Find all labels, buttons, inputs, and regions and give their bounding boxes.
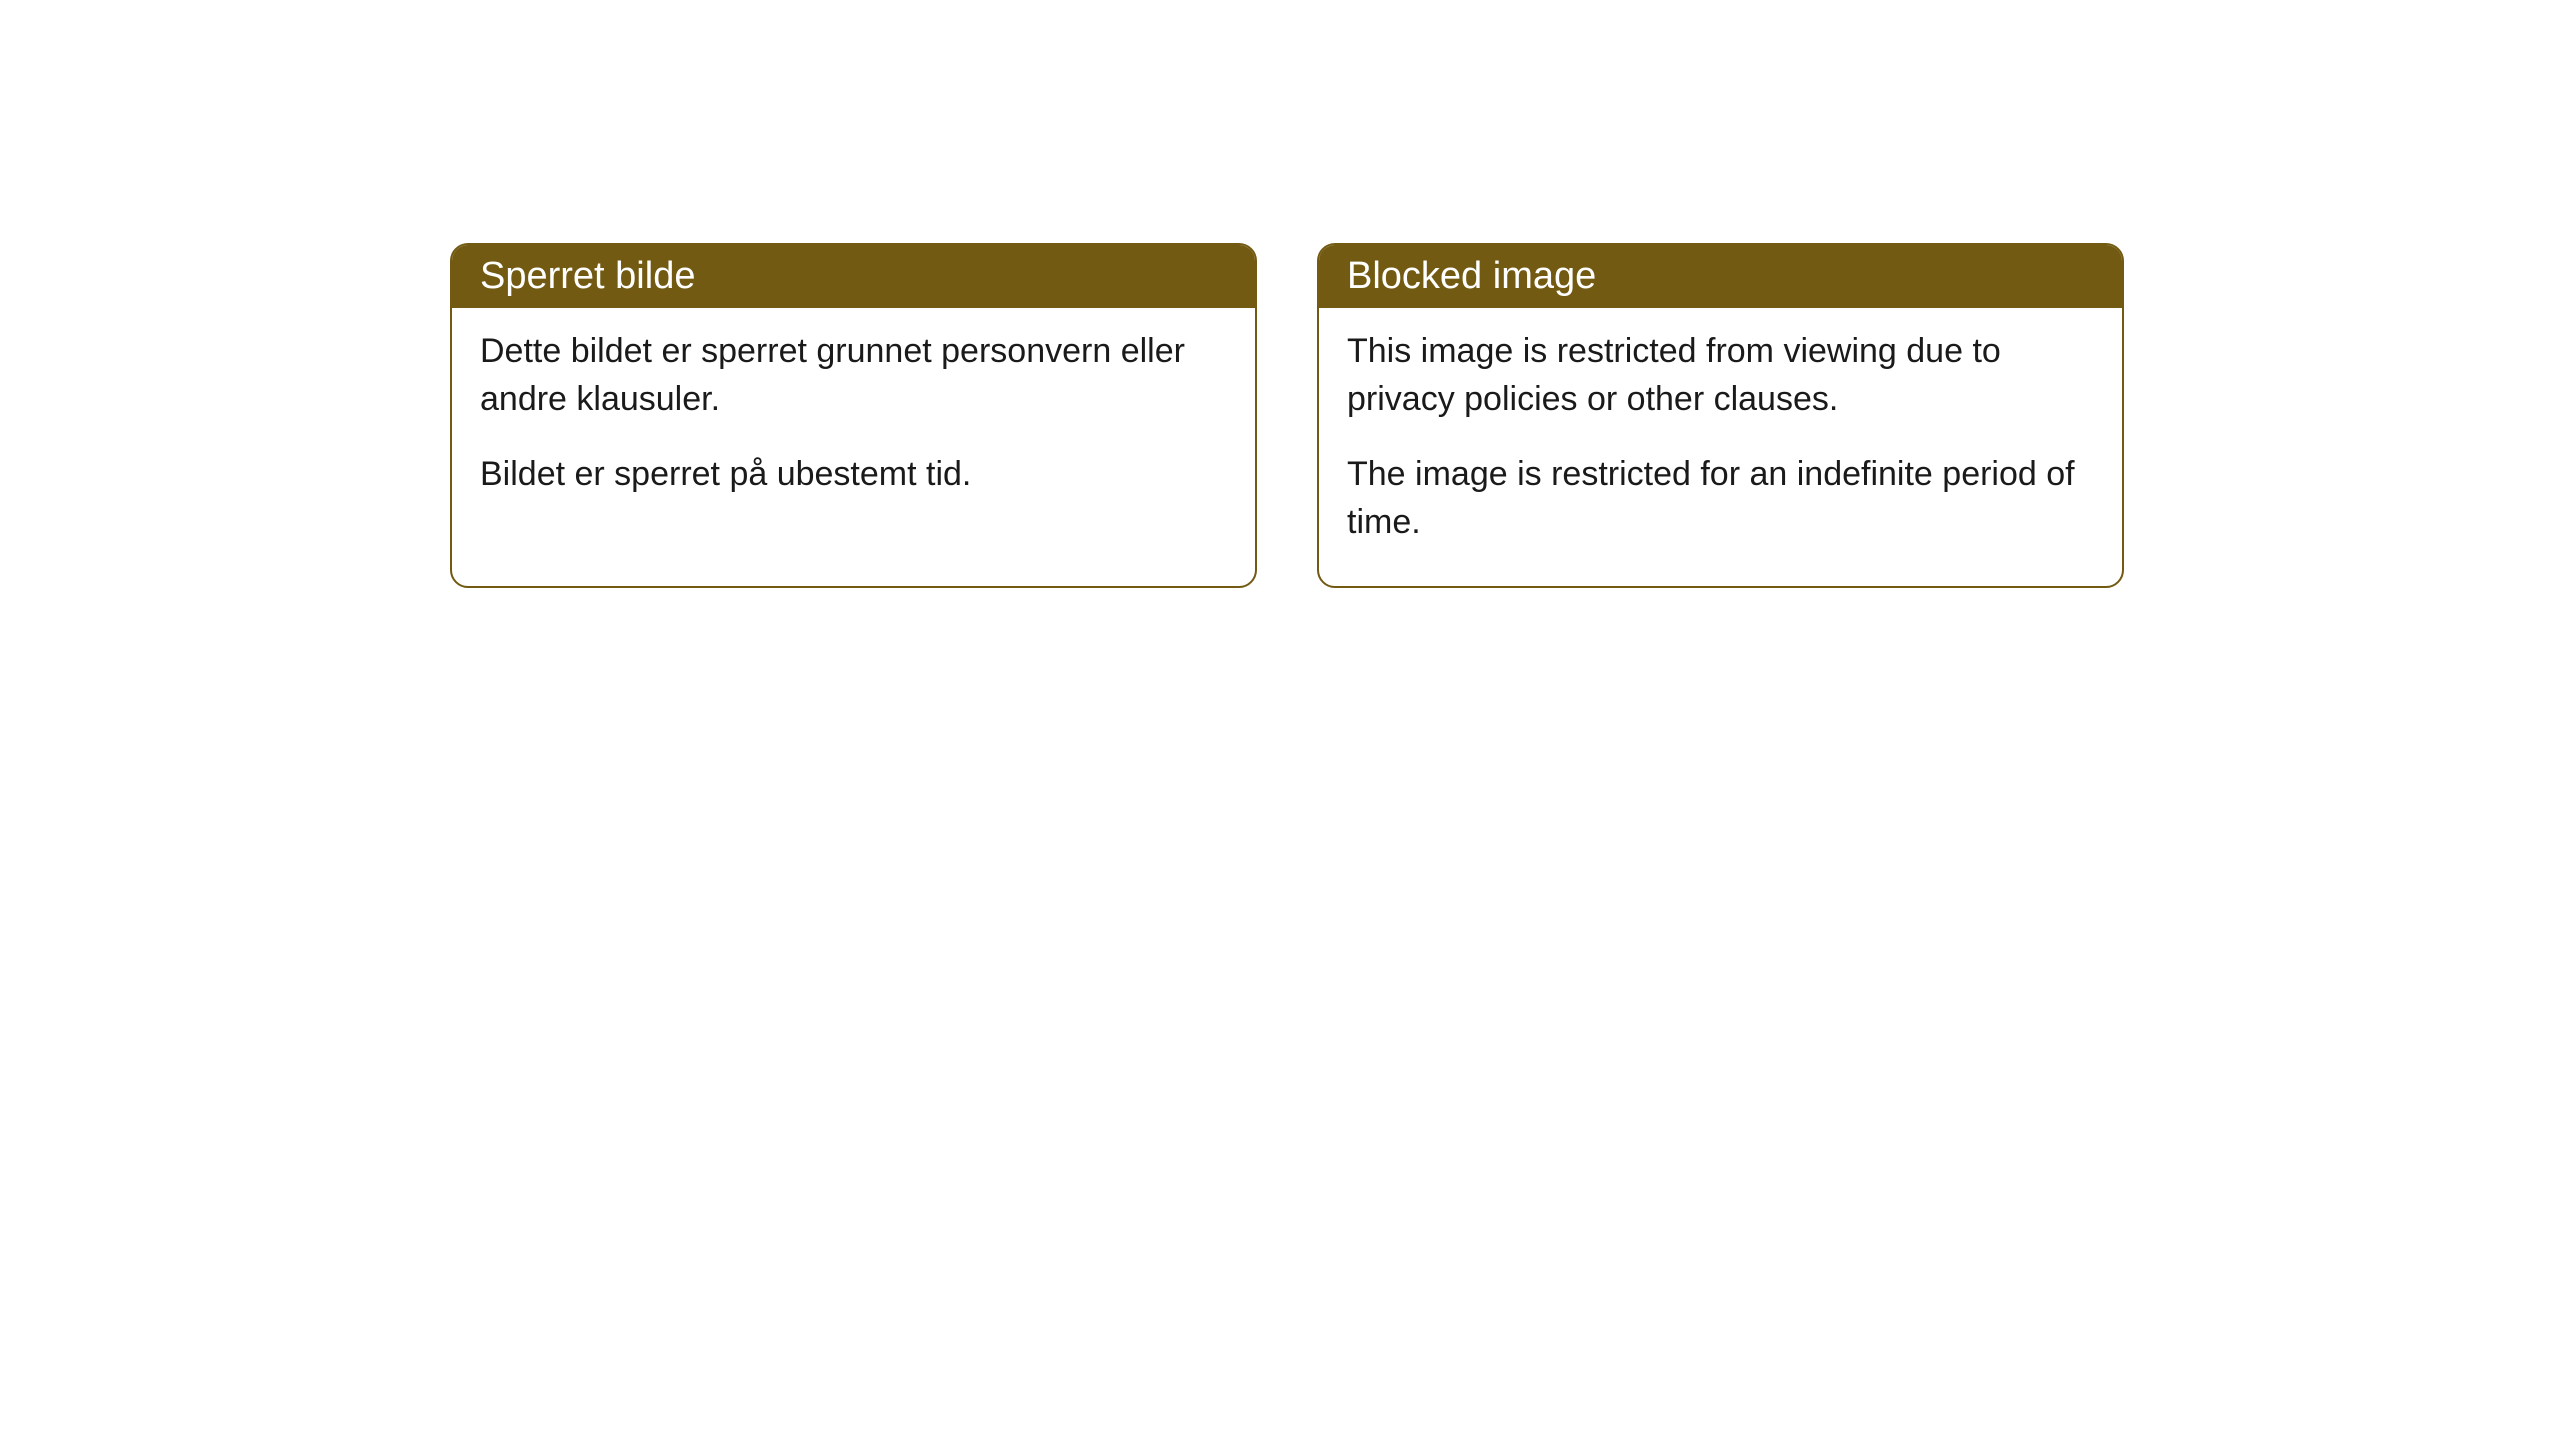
notices-container: Sperret bilde Dette bildet er sperret gr…: [450, 243, 2124, 588]
notice-box-english: Blocked image This image is restricted f…: [1317, 243, 2124, 588]
notice-paragraph: This image is restricted from viewing du…: [1347, 328, 2094, 423]
notice-header: Blocked image: [1319, 245, 2122, 308]
notice-body: This image is restricted from viewing du…: [1319, 308, 2122, 586]
notice-body: Dette bildet er sperret grunnet personve…: [452, 308, 1255, 539]
notice-header: Sperret bilde: [452, 245, 1255, 308]
notice-paragraph: Dette bildet er sperret grunnet personve…: [480, 328, 1227, 423]
notice-paragraph: Bildet er sperret på ubestemt tid.: [480, 451, 1227, 499]
notice-paragraph: The image is restricted for an indefinit…: [1347, 451, 2094, 546]
notice-box-norwegian: Sperret bilde Dette bildet er sperret gr…: [450, 243, 1257, 588]
